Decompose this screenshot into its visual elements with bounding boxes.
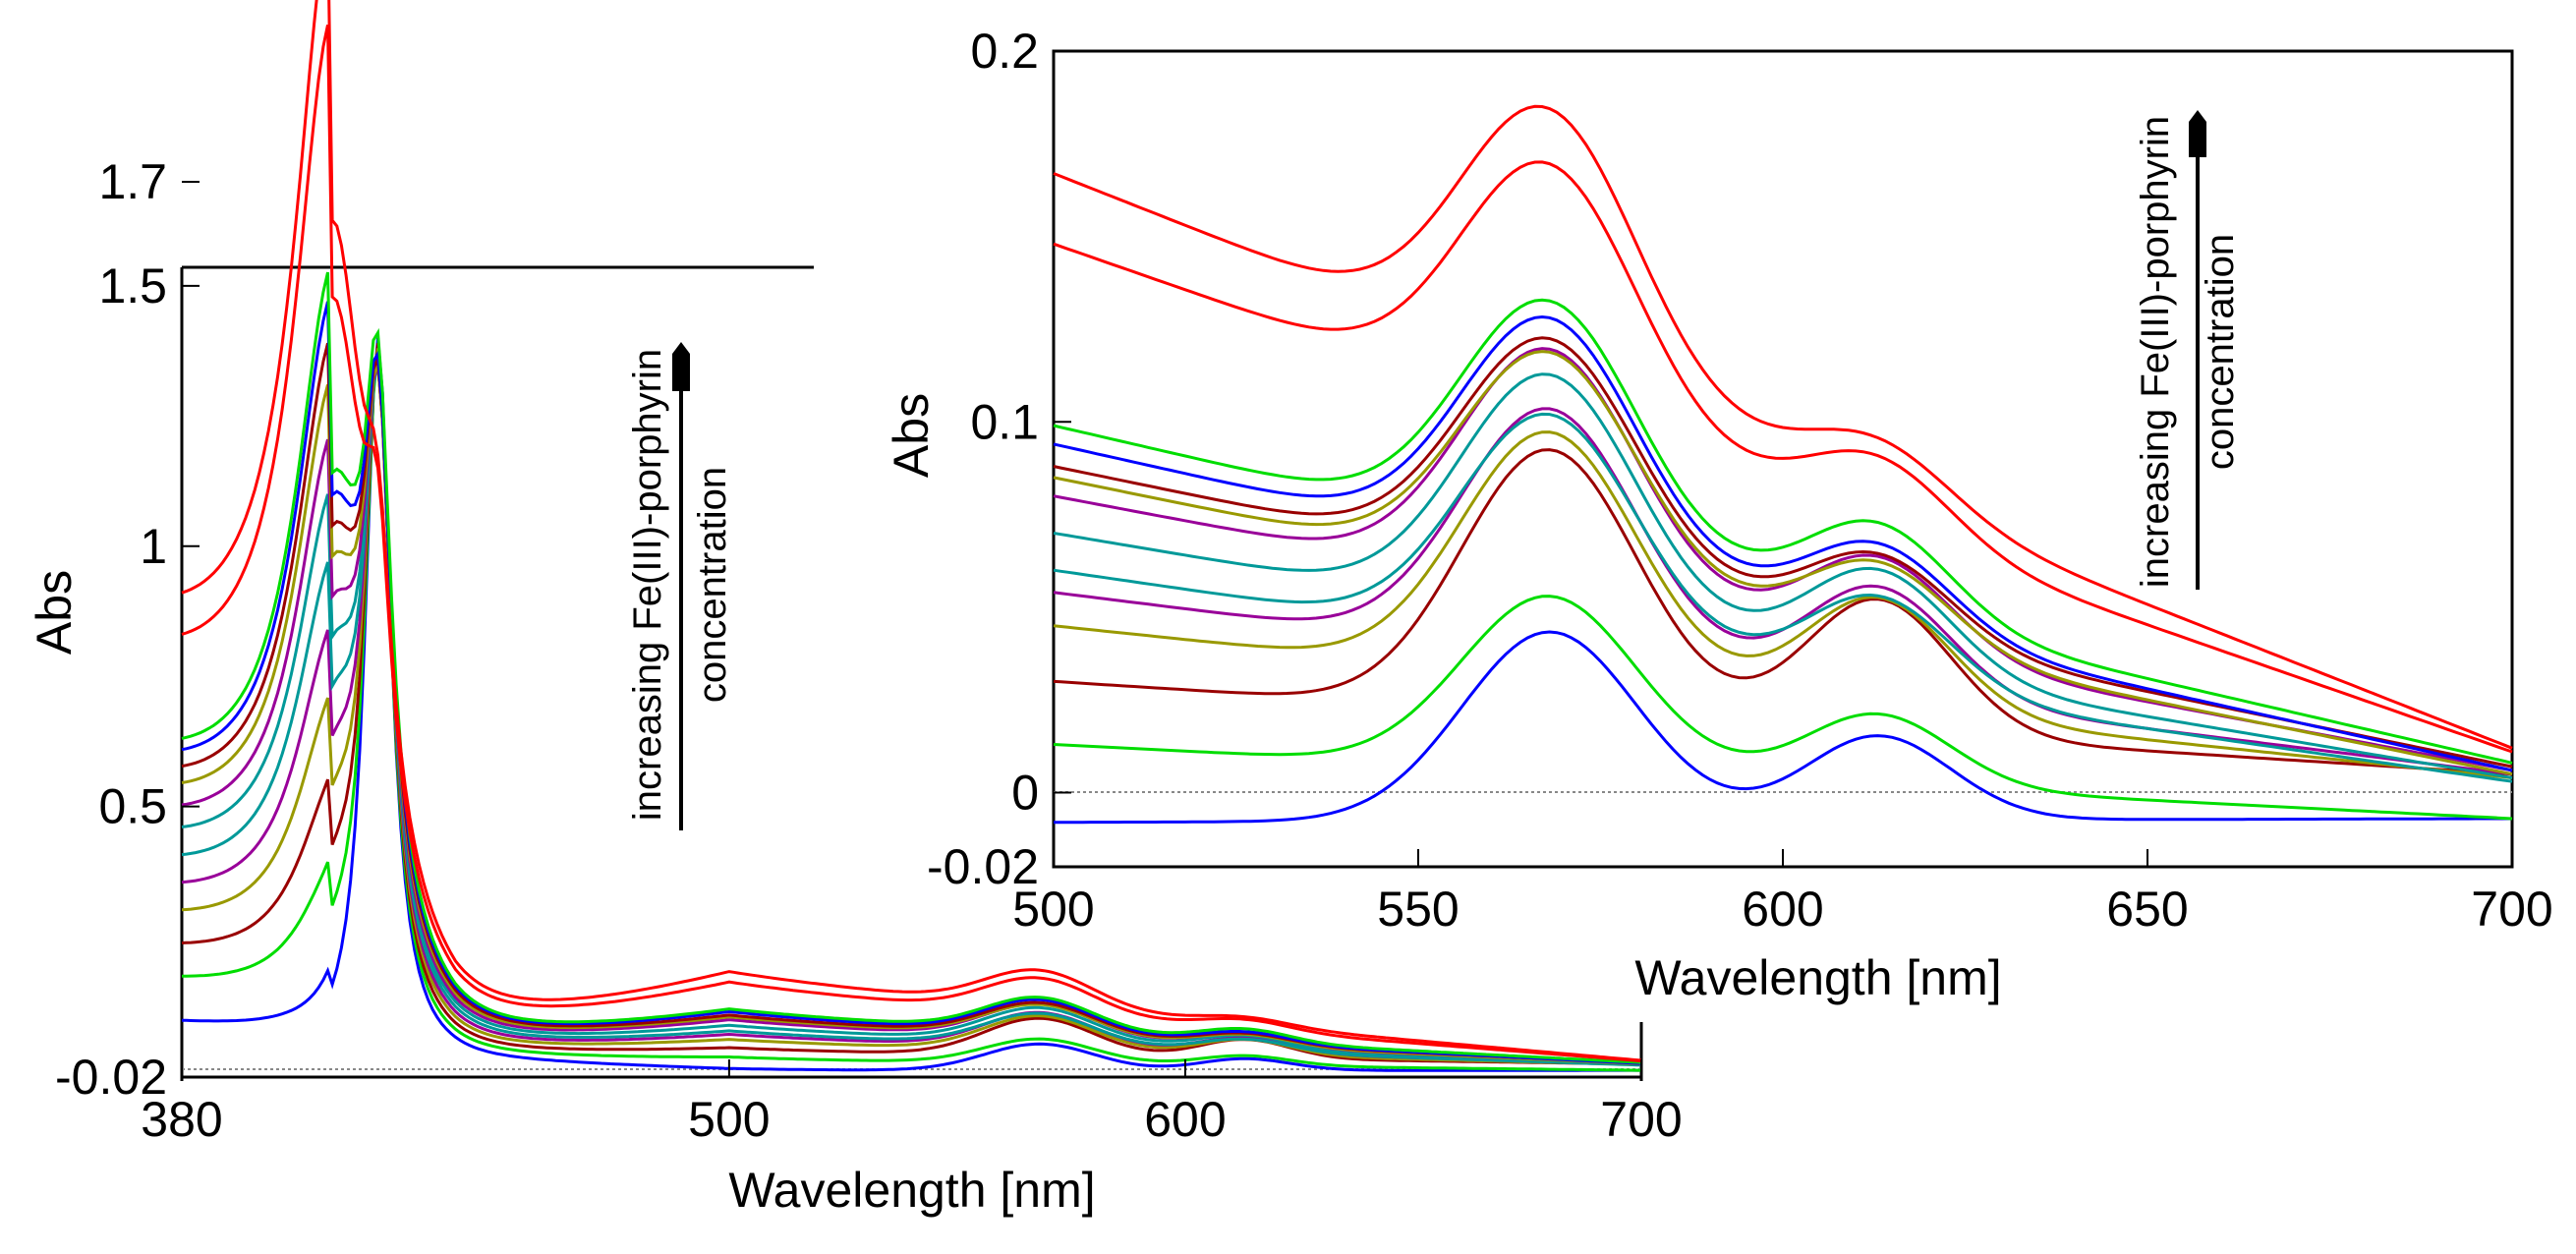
main-chart: 380 500 600 700 -0.02 0.5 1 1.5 1.7 Wavelength […: [27, 0, 1683, 1218]
main-series-line-s1: [181, 337, 1641, 1072]
inset-annotation-arrow-head: [2189, 110, 2206, 157]
inset-y-tick-label-2: 0.1: [970, 394, 1039, 449]
inset-series-line-s6: [1053, 412, 2513, 783]
inset-series-line-s13: [1053, 160, 2513, 754]
inset-ticks-group: 500 550 600 650 700 -0.02 0 0.1 0.2: [927, 24, 2553, 937]
inset-y-axis-title: Abs: [884, 393, 939, 478]
inset-annotation-line1: increasing Fe(III)-porphyrin: [2134, 116, 2177, 588]
main-y-tick-label-4: 1.7: [98, 154, 167, 209]
inset-x-tick-label-4: 700: [2471, 882, 2552, 937]
inset-series-line-s9: [1053, 350, 2513, 776]
inset-y-tick-label-0: -0.02: [927, 839, 1039, 894]
main-series-group: [181, 0, 1642, 1072]
main-series-line-s13: [181, 24, 1642, 1063]
main-series-line-s4: [181, 348, 1642, 1066]
inset-series-line-s1: [1054, 630, 2512, 825]
inset-series-line-s12: [1053, 298, 2513, 765]
main-y-axis-title: Abs: [27, 570, 82, 655]
main-y-tick-label-0: -0.02: [55, 1050, 167, 1105]
main-x-tick-label-0: 380: [141, 1092, 222, 1147]
inset-x-tick-label-1: 550: [1377, 882, 1459, 937]
inset-series-line-s4: [1053, 430, 2513, 779]
main-y-tick-label-3: 1.5: [98, 258, 167, 314]
inset-y-tick-label-3: 0.2: [970, 24, 1039, 79]
inset-series-line-s7: [1053, 372, 2513, 779]
main-annotation: increasing Fe(III)-porphyrin concentrati…: [626, 342, 734, 830]
main-x-tick-label-2: 600: [1144, 1092, 1226, 1147]
main-x-tick-label-1: 500: [688, 1092, 770, 1147]
inset-chart: 500 550 600 650 700 -0.02 0 0.1 0.2 Wavelength […: [884, 24, 2553, 1005]
inset-annotation: increasing Fe(III)-porphyrin concentrati…: [2134, 110, 2242, 590]
inset-annotation-line2: concentration: [2199, 234, 2242, 470]
main-x-axis-title: Wavelength [nm]: [728, 1163, 1095, 1218]
main-series-line-s2: [182, 348, 1641, 1072]
main-y-tick-label-1: 0.5: [98, 779, 167, 834]
main-y-tick-label-2: 1: [140, 519, 167, 574]
inset-x-tick-label-2: 600: [1742, 882, 1823, 937]
inset-x-tick-label-3: 650: [2106, 882, 2188, 937]
inset-series-line-s14: [1053, 104, 2513, 750]
inset-series-line-s3: [1053, 448, 2513, 776]
main-annotation-line1: increasing Fe(III)-porphyrin: [626, 349, 669, 821]
inset-y-tick-label-1: 0: [1011, 766, 1039, 821]
main-annotation-arrow-head: [672, 342, 690, 391]
inset-series-group: [1053, 104, 2513, 825]
main-ticks-group: 380 500 600 700 -0.02 0.5 1 1.5 1.7: [55, 154, 1683, 1147]
main-series-line-s14: [181, 0, 1642, 1062]
main-x-tick-label-3: 700: [1600, 1092, 1682, 1147]
inset-series-line-s2: [1053, 595, 2513, 821]
main-series-line-s3: [181, 343, 1642, 1066]
inset-x-axis-title: Wavelength [nm]: [1634, 950, 2001, 1005]
main-series-line-s7: [181, 364, 1642, 1066]
inset-series-line-s11: [1053, 314, 2513, 772]
main-series-line-s12: [181, 271, 1642, 1064]
main-series-line-s6: [181, 358, 1642, 1067]
main-annotation-line2: concentration: [691, 467, 734, 703]
inset-x-tick-label-0: 500: [1012, 882, 1094, 937]
